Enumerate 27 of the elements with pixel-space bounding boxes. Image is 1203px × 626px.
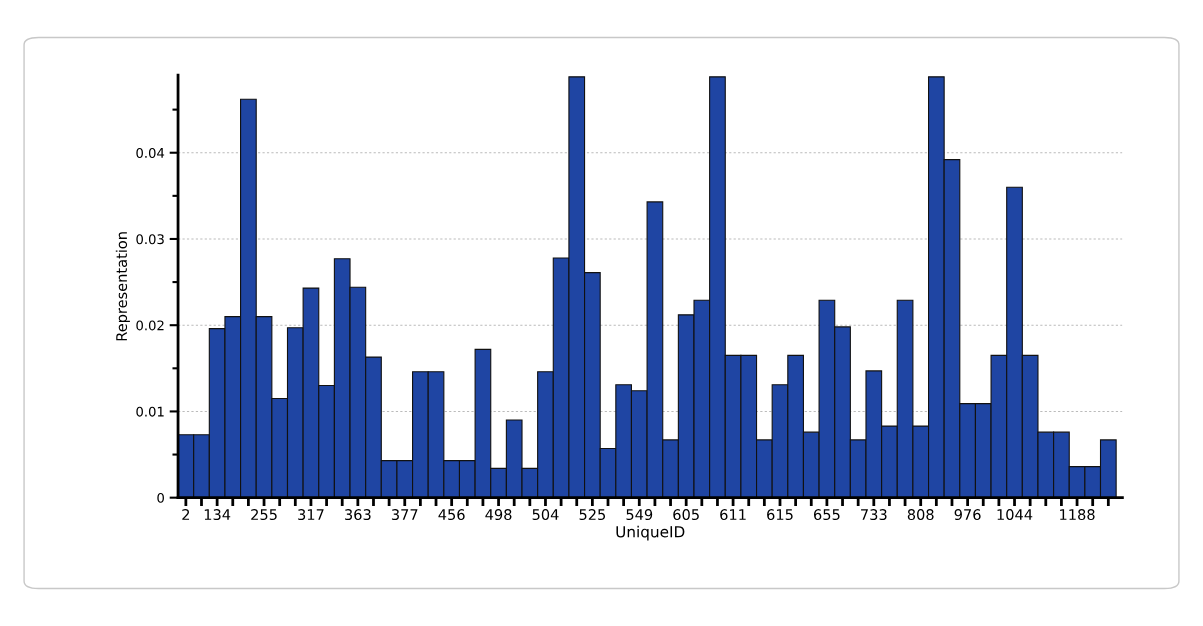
x-tick-label: 615 bbox=[767, 509, 793, 521]
y-tick-label: 0.03 bbox=[136, 234, 164, 245]
x-tick-label: 255 bbox=[251, 509, 277, 521]
x-tick-label: 525 bbox=[579, 509, 606, 521]
x-tick-label: 2 bbox=[182, 509, 190, 520]
x-axis-title: UniqueID bbox=[616, 525, 685, 541]
x-tick-label: 363 bbox=[345, 509, 371, 521]
y-tick-label: 0 bbox=[157, 492, 164, 503]
y-tick-label: 0.04 bbox=[136, 147, 165, 158]
x-tick-label: 611 bbox=[720, 509, 746, 521]
x-tick-label: 134 bbox=[204, 509, 231, 521]
x-tick-label: 377 bbox=[391, 509, 418, 521]
x-tick-label: 976 bbox=[954, 509, 981, 521]
x-tick-label: 605 bbox=[673, 509, 699, 521]
x-tick-label: 317 bbox=[298, 509, 324, 521]
x-tick-label: 498 bbox=[485, 509, 512, 521]
x-tick-label: 1188 bbox=[1060, 509, 1095, 521]
x-tick-label: 808 bbox=[907, 509, 934, 521]
y-tick-label: 0.01 bbox=[136, 406, 164, 417]
x-tick-label: 655 bbox=[814, 509, 840, 521]
y-axis-title: Representation bbox=[115, 232, 130, 341]
y-tick-label: 0.02 bbox=[136, 320, 164, 331]
x-tick-label: 456 bbox=[438, 509, 465, 521]
x-tick-label: 549 bbox=[626, 509, 653, 521]
x-tick-label: 733 bbox=[861, 509, 887, 521]
x-tick-label: 504 bbox=[532, 509, 559, 521]
x-tick-label: 1044 bbox=[997, 509, 1033, 521]
